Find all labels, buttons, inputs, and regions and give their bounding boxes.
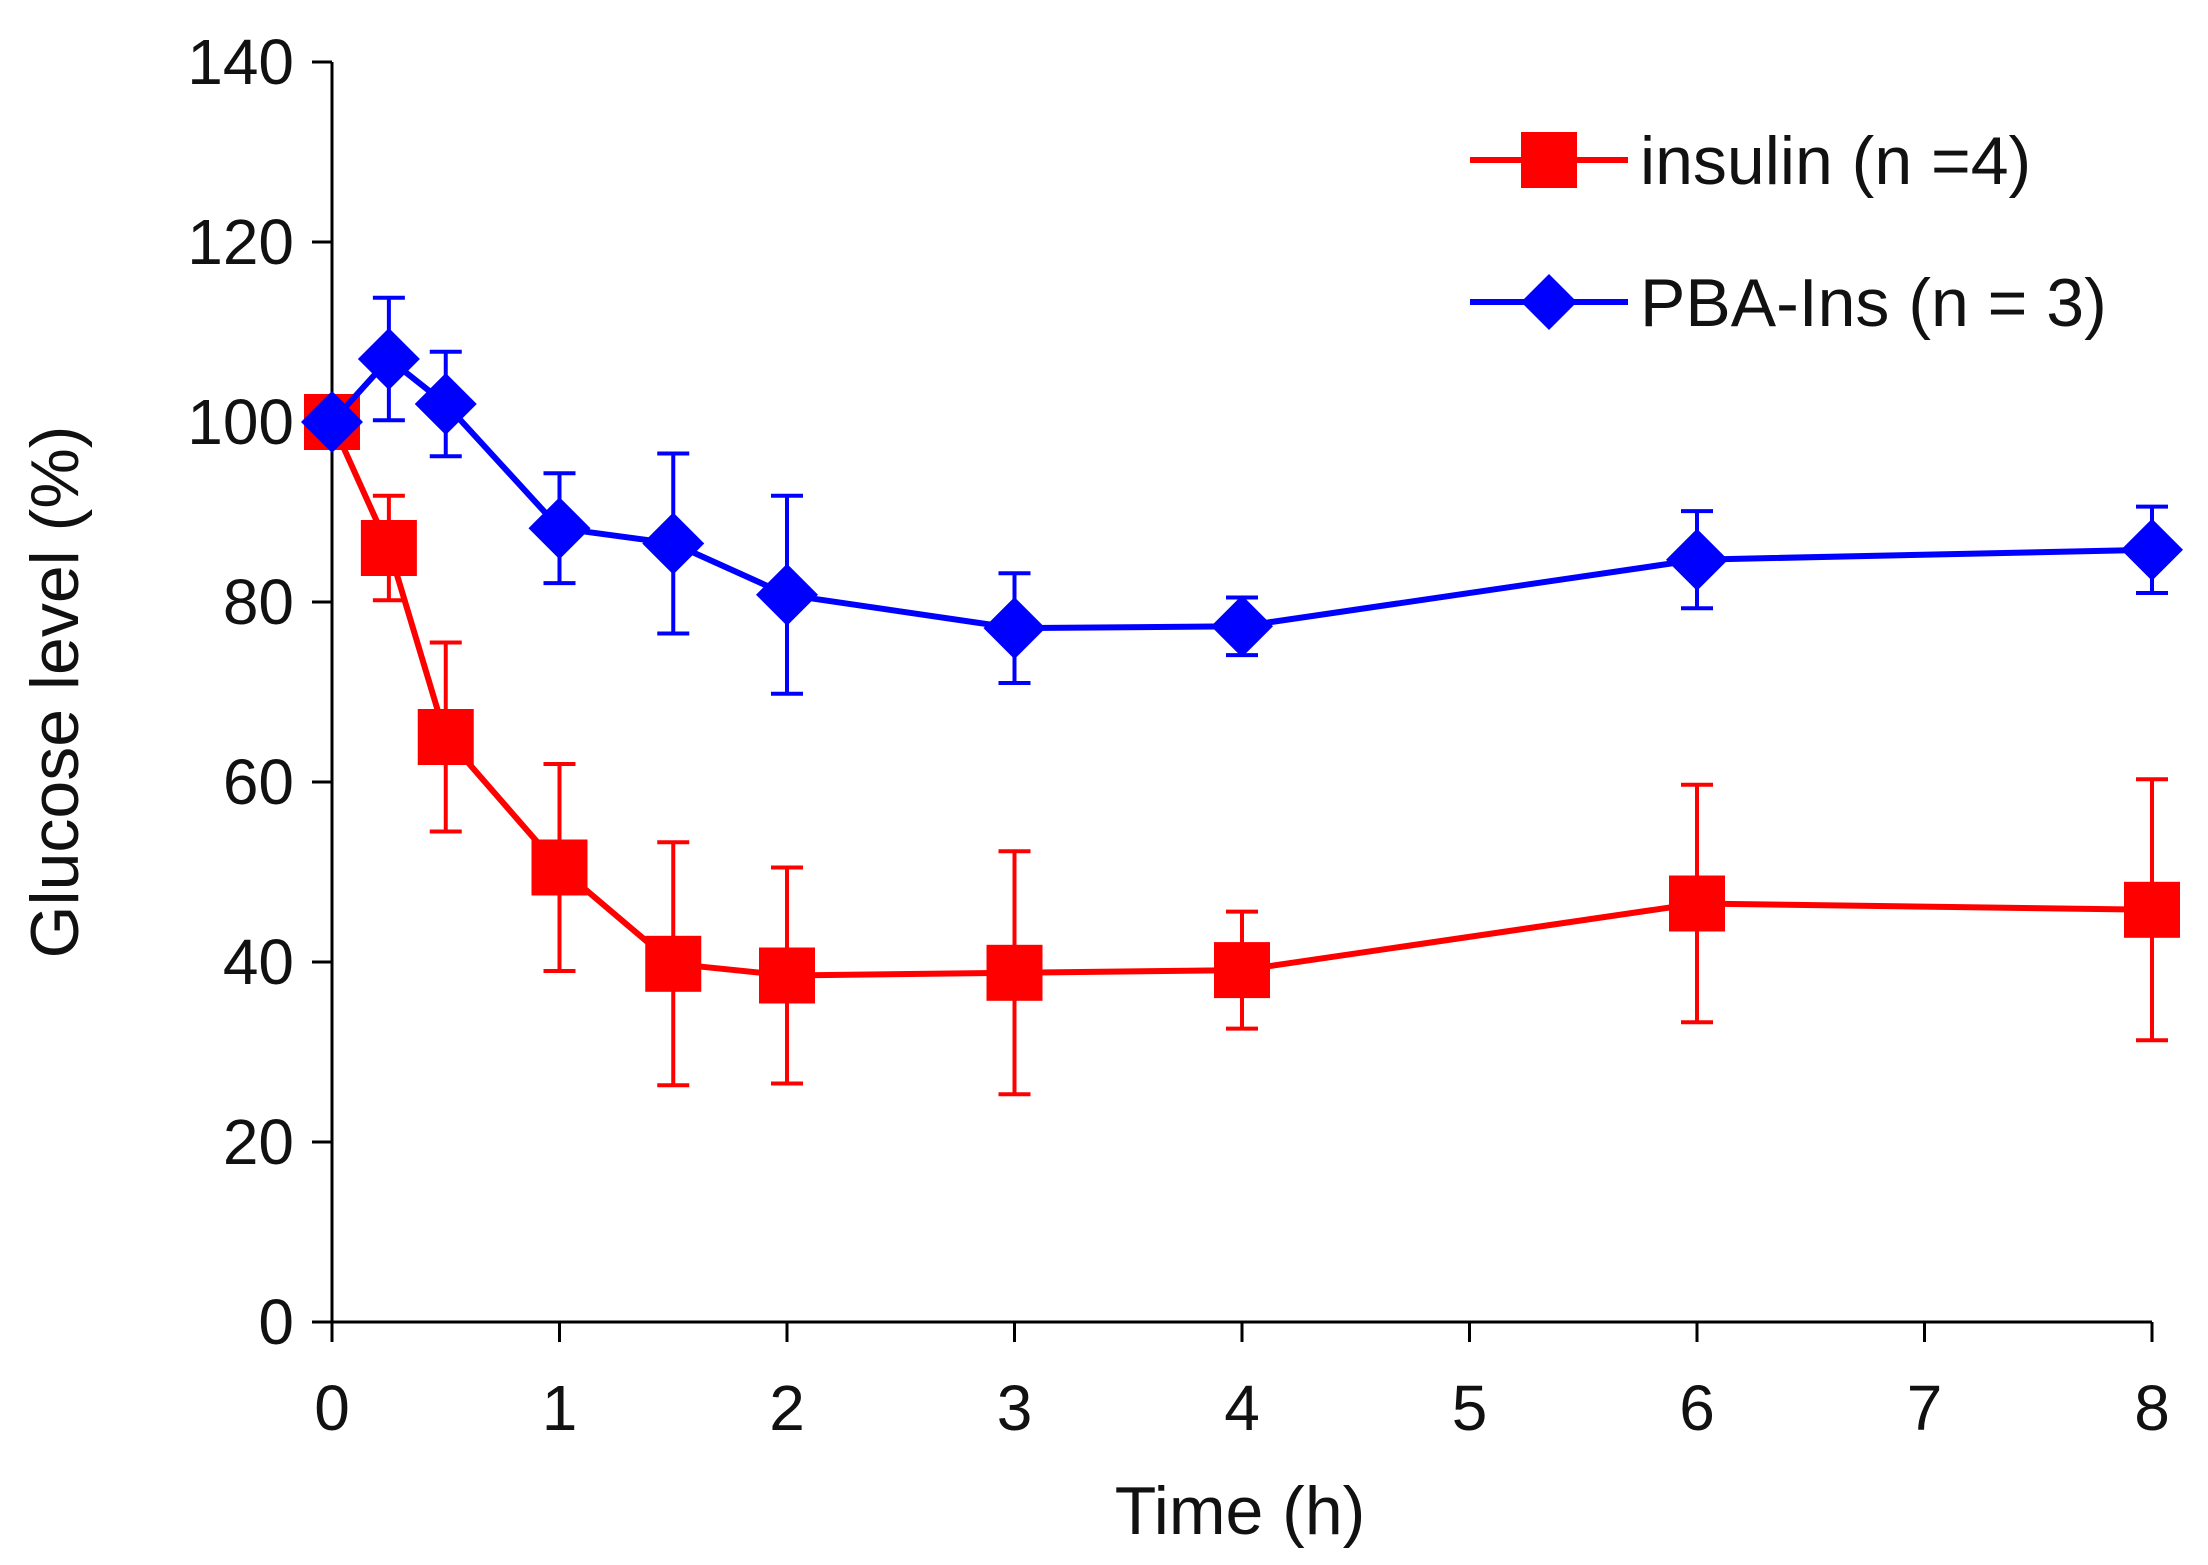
x-axis-title: Time (h) [1115, 1473, 1366, 1549]
y-tick-label: 140 [187, 26, 294, 98]
data-point [1211, 595, 1273, 658]
x-tick-label: 8 [2134, 1372, 2170, 1444]
data-point [645, 935, 702, 992]
data-point [2121, 518, 2183, 581]
y-tick-label: 0 [258, 1286, 294, 1358]
series-0 [304, 394, 2180, 1097]
data-point [360, 520, 417, 576]
legend: insulin (n =4) PBA-Ins (n = 3) [1470, 123, 2107, 341]
data-point [357, 328, 420, 390]
x-tick-label: 3 [997, 1372, 1033, 1444]
data-point [531, 839, 588, 896]
data-point [983, 597, 1046, 660]
data-point [417, 709, 474, 765]
data-point [2124, 881, 2180, 938]
data-point [1669, 875, 1725, 932]
y-axis-title: Glucose level (%) [17, 426, 93, 959]
y-tick-label: 20 [223, 1106, 294, 1178]
legend-marker [1521, 274, 1577, 330]
x-tick-label: 7 [1907, 1372, 1943, 1444]
series-line [329, 356, 2153, 632]
data-point [1214, 942, 1270, 999]
y-tick-label: 120 [187, 206, 294, 278]
y-tick-label: 40 [223, 926, 294, 998]
legend-marker [1521, 132, 1577, 188]
y-tick-label: 80 [223, 566, 294, 638]
series-1 [301, 295, 2183, 696]
x-tick-label: 4 [1224, 1372, 1260, 1444]
legend-label: insulin (n =4) [1640, 123, 2031, 199]
data-point [986, 944, 1043, 1001]
data-point [414, 373, 477, 435]
series-layer [301, 295, 2183, 1097]
legend-item-0: insulin (n =4) [1470, 123, 2031, 199]
y-tick-label: 100 [187, 386, 294, 458]
series-line [329, 420, 2153, 979]
data-point [301, 391, 363, 453]
axes: 0 20 40 60 80 100 120 140 0 1 2 3 4 5 6 7 8 Time (h) Gluco… [17, 26, 2170, 1549]
legend-label: PBA-Ins (n = 3) [1640, 265, 2107, 341]
x-tick-label: 0 [314, 1372, 350, 1444]
data-point [759, 947, 815, 1004]
data-point [756, 563, 818, 626]
x-tick-label: 1 [542, 1372, 578, 1444]
x-tick-label: 5 [1452, 1372, 1488, 1444]
data-point [642, 512, 705, 575]
x-tick-label: 2 [769, 1372, 805, 1444]
data-point [528, 497, 591, 560]
y-tick-label: 60 [223, 746, 294, 818]
data-point [1666, 528, 1728, 591]
legend-item-1: PBA-Ins (n = 3) [1470, 265, 2107, 341]
x-tick-label: 6 [1679, 1372, 1715, 1444]
